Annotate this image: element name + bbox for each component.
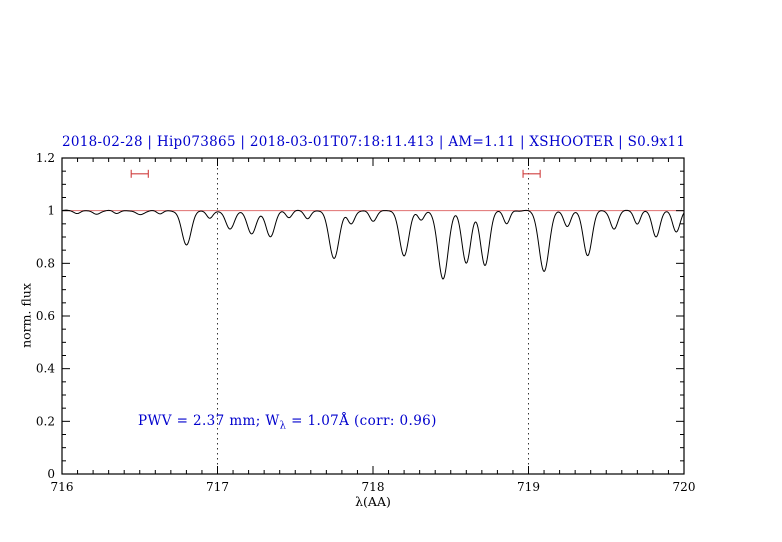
pwv-annotation-text: PWV = 2.37 mm; W (138, 413, 280, 429)
pwv-annotation-rest: = 1.07Å (corr: 0.96) (286, 413, 437, 429)
x-axis-label: λ(AA) (355, 494, 391, 509)
y-axis-label: norm. flux (18, 283, 34, 348)
svg-text:719: 719 (517, 480, 540, 494)
svg-text:1.2: 1.2 (36, 151, 55, 165)
svg-text:0.6: 0.6 (36, 309, 55, 323)
svg-text:717: 717 (206, 480, 229, 494)
svg-text:720: 720 (673, 480, 696, 494)
svg-text:0.8: 0.8 (36, 256, 55, 270)
svg-text:0: 0 (47, 467, 55, 481)
lambda-subscript: λ (279, 420, 287, 432)
svg-text:0.4: 0.4 (36, 362, 55, 376)
plot-title: 2018-02-28 | Hip073865 | 2018-03-01T07:1… (62, 134, 686, 150)
svg-text:0.2: 0.2 (36, 414, 55, 428)
svg-text:716: 716 (51, 480, 74, 494)
pwv-annotation: PWV = 2.37 mm; Wλ = 1.07Å (corr: 0.96) (138, 413, 437, 432)
svg-text:1: 1 (47, 204, 55, 218)
svg-text:718: 718 (362, 480, 385, 494)
